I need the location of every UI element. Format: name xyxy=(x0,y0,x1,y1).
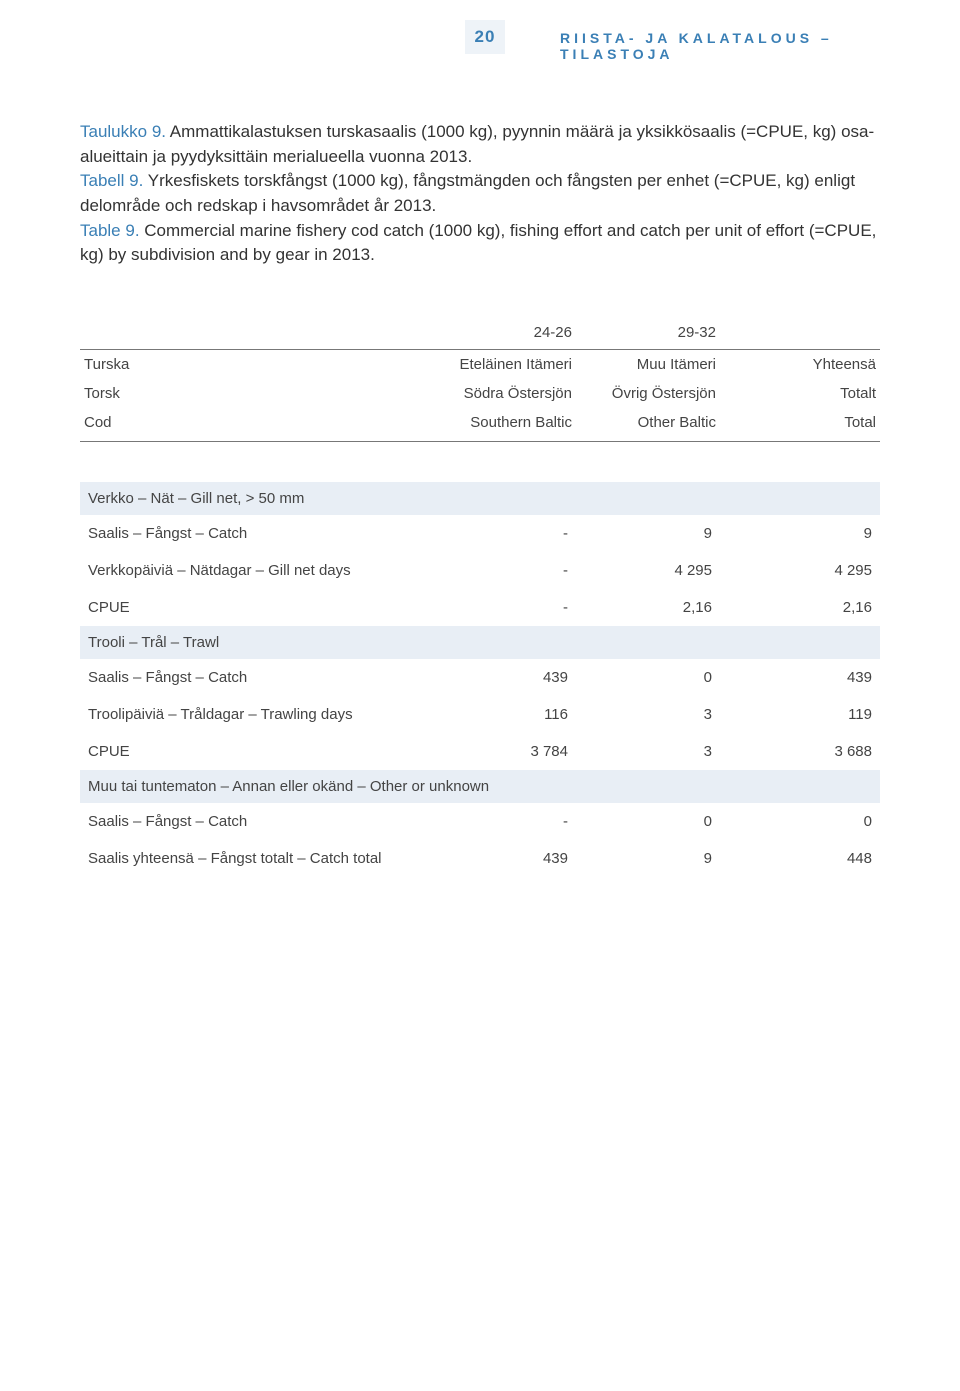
page-number: 20 xyxy=(475,27,496,47)
data-table: Verkko – Nät – Gill net, > 50 mm Saalis … xyxy=(80,482,880,877)
cell: 439 xyxy=(720,659,880,696)
species-en: Cod xyxy=(80,408,432,442)
section-title: Verkko – Nät – Gill net, > 50 mm xyxy=(80,482,880,515)
section-title: Trooli – Trål – Trawl xyxy=(80,626,880,659)
cell: 3 xyxy=(576,696,720,733)
row-label: Saalis – Fångst – Catch xyxy=(80,803,432,840)
cell: - xyxy=(432,515,576,552)
caption-fi-text: Ammattikalastuksen turskasaalis (1000 kg… xyxy=(80,122,874,166)
row-label: Troolipäiviä – Tråldagar – Trawling days xyxy=(80,696,432,733)
table-row: Saalis – Fångst – Catch - 9 9 xyxy=(80,515,880,552)
row-label: Saalis – Fångst – Catch xyxy=(80,515,432,552)
col-code: 24-26 xyxy=(432,318,576,350)
row-label: CPUE xyxy=(80,733,432,770)
section-row: Muu tai tuntematon – Annan eller okänd –… xyxy=(80,770,880,803)
cell: 9 xyxy=(720,515,880,552)
table-row: Troolipäiviä – Tråldagar – Trawling days… xyxy=(80,696,880,733)
cell: 116 xyxy=(432,696,576,733)
region-fi: Eteläinen Itämeri xyxy=(432,349,576,379)
total-en: Total xyxy=(720,408,880,442)
region-sv: Södra Östersjön xyxy=(432,379,576,408)
caption-fi-label: Taulukko 9. xyxy=(80,122,166,141)
caption-en-label: Table 9. xyxy=(80,221,140,240)
table-row: Torsk Södra Östersjön Övrig Östersjön To… xyxy=(80,379,880,408)
section-title: Muu tai tuntematon – Annan eller okänd –… xyxy=(80,770,880,803)
table-row: Cod Southern Baltic Other Baltic Total xyxy=(80,408,880,442)
cell: 3 xyxy=(576,733,720,770)
cell: 0 xyxy=(576,659,720,696)
species-sv: Torsk xyxy=(80,379,432,408)
table-row: 24-26 29-32 xyxy=(80,318,880,350)
cell: 0 xyxy=(576,803,720,840)
cell: 2,16 xyxy=(576,589,720,626)
caption-sv-text: Yrkesfiskets torskfångst (1000 kg), fång… xyxy=(80,171,855,215)
table-row: Saalis – Fångst – Catch 439 0 439 xyxy=(80,659,880,696)
cell: 4 295 xyxy=(720,552,880,589)
total-fi: Yhteensä xyxy=(720,349,880,379)
cell: 3 784 xyxy=(432,733,576,770)
caption-sv: Tabell 9. Yrkesfiskets torskfångst (1000… xyxy=(80,169,880,218)
caption-en: Table 9. Commercial marine fishery cod c… xyxy=(80,219,880,268)
cell: 439 xyxy=(432,659,576,696)
running-header: RIISTA- JA KALATALOUS – TILASTOJA xyxy=(560,30,880,62)
cell: 9 xyxy=(576,840,720,877)
page-number-box: 20 xyxy=(465,20,505,54)
cell: 2,16 xyxy=(720,589,880,626)
row-label: CPUE xyxy=(80,589,432,626)
table-row: Saalis – Fångst – Catch - 0 0 xyxy=(80,803,880,840)
region-en: Southern Baltic xyxy=(432,408,576,442)
cell: - xyxy=(432,589,576,626)
caption-sv-label: Tabell 9. xyxy=(80,171,143,190)
cell: 9 xyxy=(576,515,720,552)
cell: 0 xyxy=(720,803,880,840)
cell: 448 xyxy=(720,840,880,877)
cell: 3 688 xyxy=(720,733,880,770)
col-code xyxy=(720,318,880,350)
col-code: 29-32 xyxy=(576,318,720,350)
row-label: Saalis yhteensä – Fångst totalt – Catch … xyxy=(80,840,432,877)
caption-en-text: Commercial marine fishery cod catch (100… xyxy=(80,221,876,265)
cell: 4 295 xyxy=(576,552,720,589)
cell: - xyxy=(432,552,576,589)
table-row: Turska Eteläinen Itämeri Muu Itämeri Yht… xyxy=(80,349,880,379)
section-row: Verkko – Nät – Gill net, > 50 mm xyxy=(80,482,880,515)
row-label: Verkkopäiviä – Nätdagar – Gill net days xyxy=(80,552,432,589)
header-table: 24-26 29-32 Turska Eteläinen Itämeri Muu… xyxy=(80,318,880,442)
cell: 439 xyxy=(432,840,576,877)
cell: 119 xyxy=(720,696,880,733)
table-row: CPUE 3 784 3 3 688 xyxy=(80,733,880,770)
species-fi: Turska xyxy=(80,349,432,379)
region-fi: Muu Itämeri xyxy=(576,349,720,379)
cell-empty xyxy=(80,318,432,350)
total-sv: Totalt xyxy=(720,379,880,408)
caption-fi: Taulukko 9. Ammattikalastuksen turskasaa… xyxy=(80,120,880,169)
cell: - xyxy=(432,803,576,840)
table-row: CPUE - 2,16 2,16 xyxy=(80,589,880,626)
region-sv: Övrig Östersjön xyxy=(576,379,720,408)
region-en: Other Baltic xyxy=(576,408,720,442)
table-caption: Taulukko 9. Ammattikalastuksen turskasaa… xyxy=(80,120,880,268)
row-label: Saalis – Fångst – Catch xyxy=(80,659,432,696)
section-row: Trooli – Trål – Trawl xyxy=(80,626,880,659)
table-row: Verkkopäiviä – Nätdagar – Gill net days … xyxy=(80,552,880,589)
table-row: Saalis yhteensä – Fångst totalt – Catch … xyxy=(80,840,880,877)
page-content: Taulukko 9. Ammattikalastuksen turskasaa… xyxy=(80,120,880,877)
